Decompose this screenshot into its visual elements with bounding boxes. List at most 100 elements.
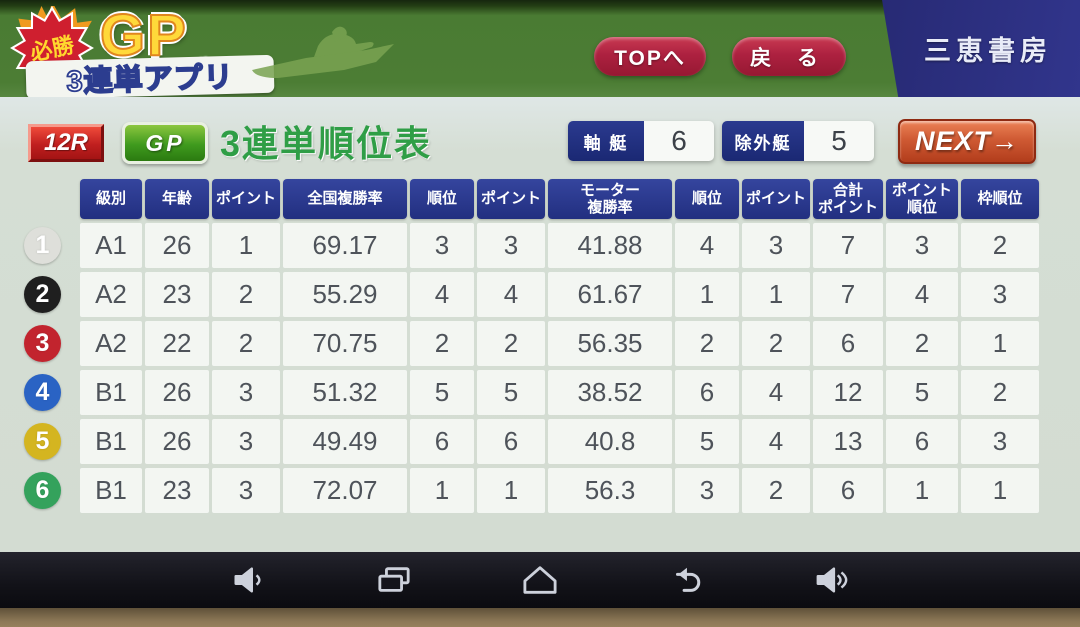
table-cell: 1 — [742, 272, 810, 317]
boat-silhouette-icon — [252, 26, 394, 78]
boat-number-badge: 4 — [24, 374, 61, 411]
table-cell: 1 — [410, 468, 474, 513]
recent-apps-icon[interactable] — [372, 560, 416, 600]
table-cell: A2 — [80, 272, 142, 317]
volume-up-icon[interactable] — [810, 560, 854, 600]
table-cell: 1 — [961, 468, 1039, 513]
back-button[interactable]: 戻 る — [732, 37, 846, 76]
top-button[interactable]: TOPへ — [594, 37, 706, 76]
table-cell: 23 — [145, 468, 209, 513]
table-cell: 3 — [675, 468, 739, 513]
table-cell: 26 — [145, 419, 209, 464]
app-name-label: 3連単アプリ — [65, 61, 235, 99]
publisher-name: 三恵書房 — [924, 36, 1052, 66]
next-button[interactable]: NEXT→ — [898, 119, 1036, 164]
table-cell: 4 — [410, 272, 474, 317]
table-cell: 2 — [477, 321, 545, 366]
table-surface-background — [0, 608, 1080, 627]
table-cell: 7 — [813, 223, 883, 268]
table-row: 2 A2 23 2 55.29 4 4 61.67 1 1 7 4 3 — [22, 272, 1058, 317]
table-cell: 6 — [410, 419, 474, 464]
table-cell: 6 — [813, 321, 883, 366]
table-cell: 3 — [212, 468, 280, 513]
page-title: 3連単順位表 — [220, 123, 433, 164]
table-cell: 1 — [886, 468, 958, 513]
ranking-table: 級別 年齢 ポイント 全国複勝率 順位 ポイント モーター 複勝率 順位 ポイン… — [22, 179, 1058, 513]
table-cell: 56.35 — [548, 321, 672, 366]
table-cell: 6 — [477, 419, 545, 464]
volume-down-icon[interactable] — [226, 560, 270, 600]
boat-number-badge: 5 — [24, 423, 61, 460]
column-header: ポイント — [212, 179, 280, 219]
table-cell: 3 — [961, 272, 1039, 317]
table-cell: 61.67 — [548, 272, 672, 317]
table-cell: 2 — [675, 321, 739, 366]
table-cell: 6 — [675, 370, 739, 415]
column-header: モーター 複勝率 — [548, 179, 672, 219]
table-cell: 2 — [742, 321, 810, 366]
table-cell: 2 — [961, 370, 1039, 415]
table-cell: 3 — [212, 370, 280, 415]
table-cell: 70.75 — [283, 321, 407, 366]
axis-boat-value[interactable]: 6 — [644, 121, 714, 161]
table-cell: 1 — [961, 321, 1039, 366]
table-cell: 4 — [477, 272, 545, 317]
table-cell: 72.07 — [283, 468, 407, 513]
axis-boat-label: 軸 艇 — [568, 121, 644, 161]
app-name-panel: 3連単アプリ — [25, 54, 275, 100]
table-cell: B1 — [80, 370, 142, 415]
table-cell: 5 — [410, 370, 474, 415]
back-icon[interactable] — [664, 560, 708, 600]
column-header: 順位 — [410, 179, 474, 219]
table-cell: 2 — [961, 223, 1039, 268]
table-cell: 2 — [742, 468, 810, 513]
home-icon[interactable] — [518, 560, 562, 600]
table-cell: 2 — [410, 321, 474, 366]
column-header: 合計 ポイント — [813, 179, 883, 219]
table-cell: 51.32 — [283, 370, 407, 415]
boat-number-badge: 1 — [24, 227, 61, 264]
boat-number-badge: 6 — [24, 472, 61, 509]
table-cell: 3 — [961, 419, 1039, 464]
table-cell: 1 — [477, 468, 545, 513]
table-cell: B1 — [80, 468, 142, 513]
column-header: 年齢 — [145, 179, 209, 219]
table-cell: 7 — [813, 272, 883, 317]
excluded-boat-value[interactable]: 5 — [804, 121, 874, 161]
table-cell: 3 — [886, 223, 958, 268]
table-cell: 3 — [477, 223, 545, 268]
column-header: ポイント — [742, 179, 810, 219]
table-cell: A1 — [80, 223, 142, 268]
table-cell: 38.52 — [548, 370, 672, 415]
table-cell: 40.8 — [548, 419, 672, 464]
table-cell: 12 — [813, 370, 883, 415]
table-cell: 55.29 — [283, 272, 407, 317]
table-cell: 3 — [742, 223, 810, 268]
table-row: 3 A2 22 2 70.75 2 2 56.35 2 2 6 2 1 — [22, 321, 1058, 366]
boat-number-badge: 3 — [24, 325, 61, 362]
column-header: 全国複勝率 — [283, 179, 407, 219]
table-cell: 5 — [477, 370, 545, 415]
publisher-corner: 三恵書房 — [882, 0, 1080, 97]
table-row: 6 B1 23 3 72.07 1 1 56.3 3 2 6 1 1 — [22, 468, 1058, 513]
table-cell: 3 — [410, 223, 474, 268]
table-cell: 1 — [675, 272, 739, 317]
table-cell: 22 — [145, 321, 209, 366]
column-header: 枠順位 — [961, 179, 1039, 219]
excluded-boat-field: 除外艇 5 — [722, 121, 874, 161]
column-header: ポイント 順位 — [886, 179, 958, 219]
table-cell: 23 — [145, 272, 209, 317]
table-header-row: 級別 年齢 ポイント 全国複勝率 順位 ポイント モーター 複勝率 順位 ポイン… — [80, 179, 1058, 219]
table-cell: 49.49 — [283, 419, 407, 464]
column-header: ポイント — [477, 179, 545, 219]
table-cell: 26 — [145, 370, 209, 415]
table-cell: 13 — [813, 419, 883, 464]
table-cell: 2 — [212, 321, 280, 366]
table-row: 4 B1 26 3 51.32 5 5 38.52 6 4 12 5 2 — [22, 370, 1058, 415]
race-number-badge: 12R — [28, 124, 104, 162]
table-cell: 1 — [212, 223, 280, 268]
android-nav-bar — [0, 552, 1080, 608]
table-cell: 41.88 — [548, 223, 672, 268]
grade-badge: GP — [122, 122, 208, 164]
